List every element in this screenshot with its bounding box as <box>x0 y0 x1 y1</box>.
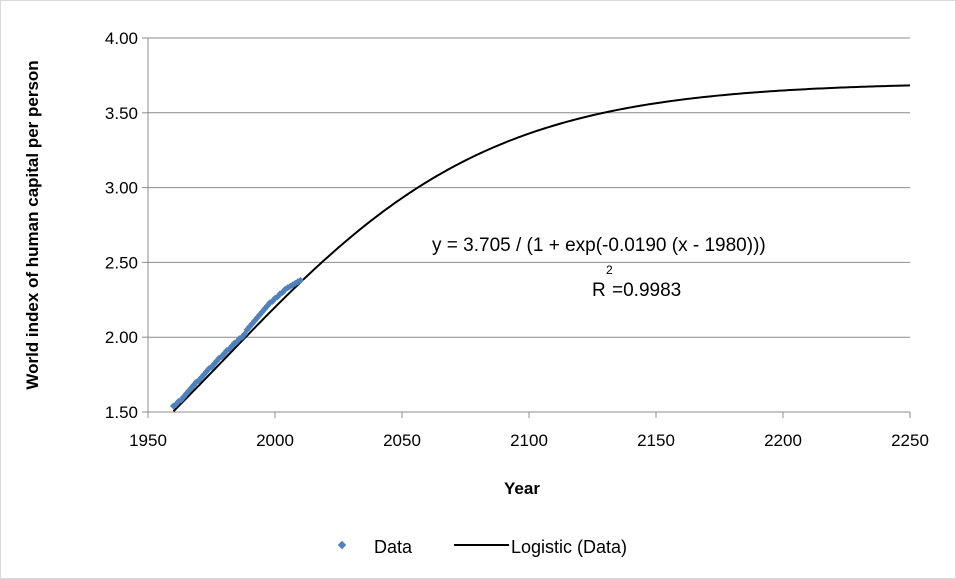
x-tick-label: 2100 <box>510 431 548 450</box>
y-tick-label: 2.00 <box>105 328 138 347</box>
legend-data-marker <box>337 540 347 550</box>
legend: Data Logistic (Data) <box>337 537 627 557</box>
y-tick-label: 3.50 <box>105 104 138 123</box>
x-tick-label: 1950 <box>129 431 167 450</box>
axes <box>147 38 911 418</box>
y-tick-labels: 1.50 2.00 2.50 3.00 3.50 4.00 <box>105 29 138 422</box>
y-tick-label: 2.50 <box>105 253 138 272</box>
x-tick-label: 2250 <box>891 431 929 450</box>
x-tick-label: 2150 <box>637 431 675 450</box>
equation-annotation: y = 3.705 / (1 + exp(-0.0190 (x - 1980))… <box>432 235 766 256</box>
y-axis-title: World index of human capital per person <box>23 60 42 389</box>
y-tick-label: 3.00 <box>105 179 138 198</box>
y-tick-label: 1.50 <box>105 403 138 422</box>
logistic-curve <box>172 84 911 413</box>
gridlines <box>142 37 910 413</box>
r-squared-superscript: 2 <box>606 263 613 277</box>
data-points <box>169 276 304 410</box>
legend-data-label: Data <box>374 537 413 557</box>
x-axis-title: Year <box>504 479 540 498</box>
legend-logistic-label: Logistic (Data) <box>511 537 627 557</box>
x-tick-labels: 1950 2000 2050 2100 2150 2200 2250 <box>129 431 929 450</box>
y-tick-label: 4.00 <box>105 29 138 48</box>
x-tick-label: 2000 <box>256 431 294 450</box>
x-tick-label: 2050 <box>383 431 421 450</box>
data-point <box>296 276 304 284</box>
x-tick-label: 2200 <box>764 431 802 450</box>
r-squared-label: R <box>592 280 606 301</box>
r-squared-value: =0.9983 <box>612 280 681 301</box>
